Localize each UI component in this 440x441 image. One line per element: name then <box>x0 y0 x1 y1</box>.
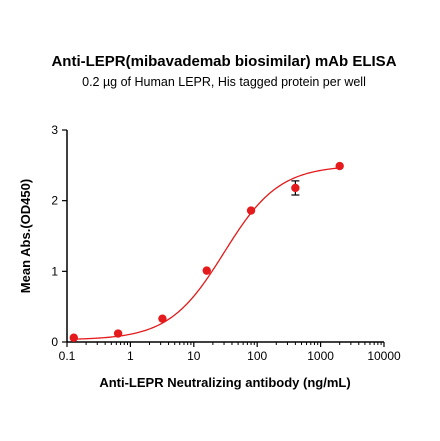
y-axis-ticks: 0 1 2 3 <box>51 123 67 349</box>
data-points <box>69 161 344 342</box>
x-tick-label: 1 <box>127 349 134 363</box>
x-tick-label: 0.1 <box>59 349 76 363</box>
chart-subtitle: 0.2 µg of Human LEPR, His tagged protein… <box>82 75 366 89</box>
data-point <box>202 266 211 275</box>
y-tick-label: 3 <box>51 123 58 137</box>
data-point <box>69 333 78 342</box>
y-tick-label: 0 <box>51 335 58 349</box>
data-point <box>246 206 256 215</box>
fit-curve <box>73 167 340 340</box>
x-tick-label: 10 <box>187 349 201 363</box>
plot-area: 0 1 2 3 0.1 1 10 100 1000 10000 <box>51 123 401 363</box>
chart-title: Anti-LEPR(mibavademab biosimilar) mAb EL… <box>51 53 396 70</box>
x-axis-ticks: 0.1 1 10 100 1000 10000 <box>59 342 401 363</box>
y-tick-label: 2 <box>51 194 58 208</box>
y-axis-label: Mean Abs.(OD450) <box>18 179 33 293</box>
data-point <box>291 183 300 193</box>
x-tick-label: 100 <box>247 349 267 363</box>
x-axis-label: Anti-LEPR Neutralizing antibody (ng/mL) <box>99 375 350 390</box>
data-point <box>158 314 167 323</box>
data-point <box>335 161 344 171</box>
data-point <box>113 329 123 338</box>
y-tick-label: 1 <box>51 264 58 278</box>
x-tick-label: 1000 <box>307 349 334 363</box>
x-tick-label: 10000 <box>367 349 401 363</box>
